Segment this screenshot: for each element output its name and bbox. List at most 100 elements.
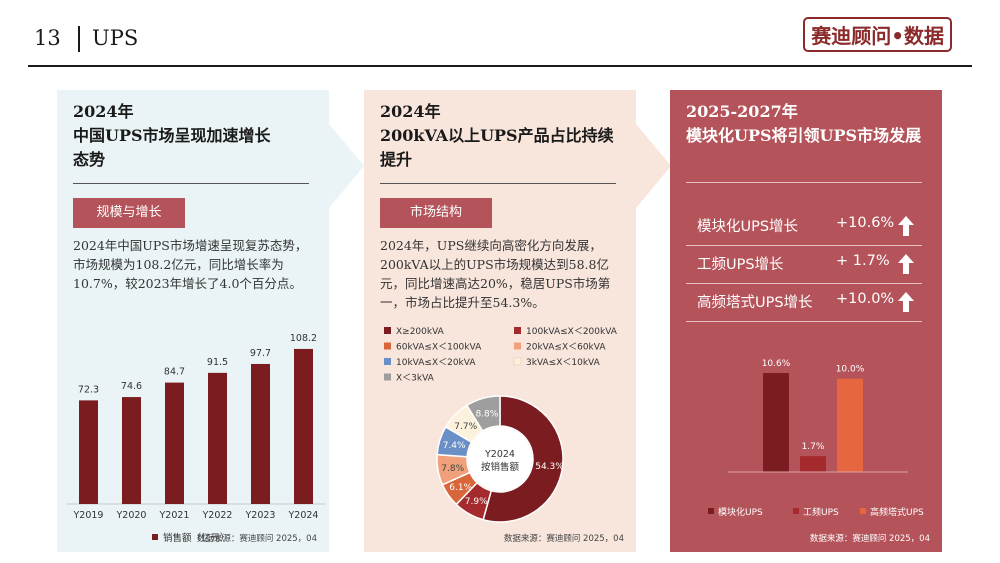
market-size-panel: 2024年 中国UPS市场呈现加速增长 态势 规模与增长 2024年中国UPS市…	[57, 90, 329, 552]
bar-value-label: 1.7%	[802, 442, 825, 452]
legend-swatch	[152, 534, 158, 540]
metric-row: 工频UPS增长 + 1.7%	[697, 253, 921, 277]
bar-value-label: 10.0%	[836, 365, 865, 375]
panel2-arrow	[636, 124, 671, 208]
panel1-title-line: 态势	[73, 150, 106, 169]
panel3-title: 2025-2027年 模块化UPS将引领UPS市场发展	[686, 100, 921, 148]
forecast-panel: 2025-2027年 模块化UPS将引领UPS市场发展 模块化UPS增长 +10…	[670, 90, 942, 552]
up-arrow-icon	[898, 292, 914, 312]
legend-swatch	[513, 357, 522, 366]
bar-value-label: 72.3	[78, 384, 99, 395]
panel1-tag: 规模与增长	[73, 198, 185, 228]
bar-value-label: 74.6	[121, 381, 142, 392]
metric-divider	[686, 245, 922, 246]
bar	[122, 397, 141, 504]
legend-label: 100kVA≤X＜200kVA	[526, 327, 618, 337]
slice-label: 7.9%	[465, 497, 488, 507]
panel2-body: 2024年，UPS继续向高密化方向发展，200kVA以上的UPS市场规模达到58…	[380, 238, 611, 310]
panel1-rule	[73, 183, 309, 184]
x-tick-label: Y2023	[245, 510, 276, 521]
legend-label: 10kVA≤X＜20kVA	[396, 358, 476, 368]
bar	[251, 363, 270, 504]
legend-swatch	[514, 342, 521, 350]
bar-value-label: 108.2	[290, 333, 317, 344]
bar	[165, 382, 184, 504]
bar-value-label: 97.7	[250, 348, 271, 359]
slice-label: 6.1%	[449, 483, 472, 493]
panel2-title: 2024年 200kVA以上UPS产品占比持续 提升	[380, 100, 614, 172]
market-size-bar-chart: 72.3 Y2019 74.6 Y2020 84.7 Y2021 91.5 Y2022 97.7…	[67, 333, 325, 544]
panel2-year: 2024年	[380, 102, 441, 121]
legend-label: X≥200kVA	[396, 327, 445, 337]
header-rule	[28, 65, 972, 67]
page-number: 13	[34, 26, 61, 50]
panel3-title-line: 模块化UPS将引领UPS市场发展	[686, 126, 922, 145]
metric-label: 高频塔式UPS增长	[697, 295, 813, 311]
legend-swatch	[514, 327, 521, 334]
metric-label: 模块化UPS增长	[697, 219, 799, 235]
bar-value-label: 10.6%	[762, 359, 791, 369]
brand-logo: 赛迪顾问•数据	[803, 17, 952, 52]
metric-row: 模块化UPS增长 +10.6%	[697, 215, 921, 239]
legend-swatch	[793, 508, 799, 514]
legend-label: 60kVA≤X＜100kVA	[396, 343, 482, 353]
legend-swatch	[384, 342, 391, 350]
x-tick-label: Y2024	[288, 510, 319, 521]
metric-divider	[686, 321, 922, 322]
legend-swatch	[860, 508, 866, 514]
market-structure-panel: 2024年 200kVA以上UPS产品占比持续 提升 市场结构 2024年，UP…	[364, 90, 636, 552]
panel1-year: 2024年	[73, 102, 134, 121]
legend-swatch	[384, 373, 391, 381]
x-tick-label: Y2020	[116, 510, 147, 521]
metric-value: +10.6%	[836, 215, 895, 231]
donut-hole	[468, 427, 532, 491]
legend-swatch	[384, 327, 391, 334]
slice-label: 54.3%	[535, 462, 564, 472]
legend-label: 销售额（亿元）	[163, 532, 230, 544]
bar	[294, 348, 313, 504]
up-arrow-icon	[898, 216, 914, 236]
bar	[79, 400, 98, 504]
legend-label: 工频UPS	[803, 506, 839, 518]
panel3-year: 2025-2027年	[686, 102, 798, 121]
slice-label: 7.7%	[454, 422, 477, 432]
metric-row: 高频塔式UPS增长 +10.0%	[697, 291, 921, 315]
legend-swatch	[708, 508, 714, 514]
donut-slice	[482, 395, 564, 523]
legend-label: 模块化UPS	[718, 506, 763, 518]
bar	[763, 373, 789, 472]
x-tick-label: Y2019	[73, 510, 104, 521]
donut-slice	[465, 395, 501, 432]
bar	[800, 456, 826, 472]
metric-divider	[686, 283, 922, 284]
legend-label: 20kVA≤X＜60kVA	[526, 343, 606, 353]
panel3-rule	[686, 182, 922, 183]
x-tick-label: Y2022	[202, 510, 233, 521]
bar	[208, 372, 227, 504]
panel2-tag: 市场结构	[380, 198, 492, 228]
panel1-body: 2024年中国UPS市场增速呈现复苏态势，市场规模为108.2亿元，同比增长率为…	[73, 238, 308, 291]
bar	[837, 378, 863, 472]
donut-center-label: Y2024	[484, 449, 515, 460]
panel3-source: 数据来源：赛迪顾问 2025，04	[809, 534, 930, 544]
bar-value-label: 91.5	[207, 357, 228, 368]
panel2-rule	[380, 183, 616, 184]
legend-swatch	[384, 358, 391, 365]
slice-label: 7.8%	[441, 464, 464, 474]
x-tick-label: Y2021	[159, 510, 190, 521]
donut-center-label: 按销售额	[481, 461, 520, 473]
panel2-title-line: 提升	[380, 150, 413, 169]
slice-label: 7.4%	[443, 441, 466, 451]
panel1-arrow	[329, 124, 364, 208]
metric-label: 工频UPS增长	[697, 257, 784, 273]
panel1-source: 数据来源：赛迪顾问 2025，04	[196, 534, 317, 544]
legend-label: X＜3kVA	[396, 374, 435, 384]
page-title: UPS	[92, 26, 139, 50]
panel2-title-line: 200kVA以上UPS产品占比持续	[380, 126, 614, 145]
market-structure-donut-chart: X≥200kVA 100kVA≤X＜200kVA 60kVA≤X＜100kVA 20k…	[384, 327, 618, 523]
metric-value: + 1.7%	[836, 253, 890, 269]
panel1-title: 2024年 中国UPS市场呈现加速增长 态势	[73, 100, 271, 172]
up-arrow-icon	[898, 254, 914, 274]
panel2-source: 数据来源：赛迪顾问 2025，04	[503, 534, 624, 544]
bar-value-label: 84.7	[164, 367, 185, 378]
